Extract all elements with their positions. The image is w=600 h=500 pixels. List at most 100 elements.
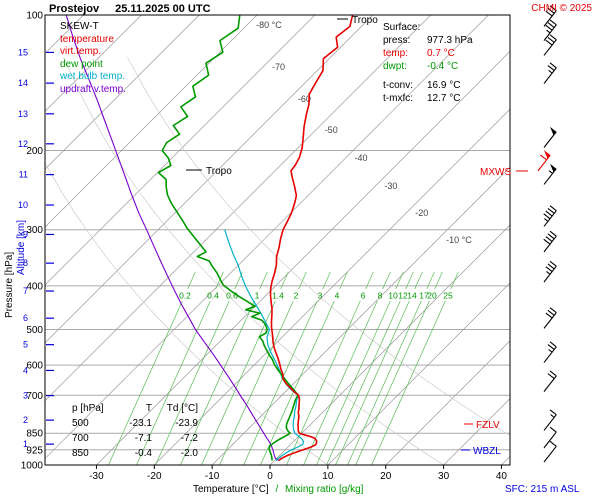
- y-axis-pressure-title: Pressure [hPa]: [4, 251, 15, 318]
- legend-item-temperature: temperature: [60, 33, 114, 45]
- isotherm-line: [45, 15, 374, 344]
- cell-dewpoint: -7.2: [180, 433, 198, 444]
- altitude-tick-label: 9: [23, 229, 28, 239]
- wind-barb-full: [545, 236, 553, 242]
- pressure-tick-label: 400: [26, 281, 43, 292]
- wind-barb-staff: [543, 10, 557, 27]
- mixing-ratio-line: [303, 300, 378, 465]
- pressure-tick-label: 500: [26, 325, 43, 336]
- mixing-ratio-line: [298, 271, 307, 290]
- wind-barb-flag: [550, 126, 557, 136]
- wind-barb: [543, 126, 557, 148]
- level-table: p [hPa] T Td [°C] 500 -23.1 -23.9 700 -7…: [72, 401, 198, 461]
- col-pressure-header: p [hPa]: [72, 403, 104, 414]
- wind-barb-full: [549, 230, 557, 237]
- mixing-ratio-line: [339, 271, 348, 290]
- table-row: 700 -7.1 -7.2: [72, 431, 198, 446]
- mixing-ratio-line: [286, 300, 361, 465]
- mixing-ratio-label: 0.6: [226, 291, 238, 301]
- dry-adiabat-line: [45, 161, 329, 465]
- wind-barb-staff: [543, 346, 557, 363]
- wind-barb: [543, 62, 557, 84]
- mixing-ratio-label: 17: [419, 291, 429, 301]
- altitude-tick-label: 11: [19, 170, 28, 180]
- mixing-ratio-label: 3: [318, 291, 323, 301]
- wind-barb-half: [548, 348, 553, 353]
- mixing-ratio-line: [347, 300, 422, 465]
- mixing-ratio-label: 12: [398, 291, 408, 301]
- wind-barb-full: [549, 426, 557, 433]
- x-axis-mixing-label: Mixing ratio [g/kg]: [285, 484, 364, 495]
- altitude-tick-label: 13: [18, 109, 28, 119]
- wind-barb: [543, 260, 557, 283]
- mixing-ratio-line: [260, 300, 335, 465]
- wind-barb-full: [549, 19, 557, 26]
- axis-tick-layer: 1002003004005006007008509251000151413121…: [18, 11, 507, 483]
- isotherm-label: -70: [272, 62, 285, 72]
- col-dewpoint-header: Td [°C]: [166, 403, 198, 414]
- altitude-tick-label: 15: [18, 47, 28, 57]
- wind-barb: [543, 440, 557, 463]
- wind-barb-staff: [543, 445, 557, 463]
- wind-barb-full: [547, 65, 555, 71]
- legend-item-wet-bulb: wet bulb temp.: [60, 71, 126, 82]
- wind-barb-full: [547, 37, 555, 43]
- wind-barb: [543, 205, 557, 227]
- wind-barb-full: [539, 154, 547, 161]
- altitude-tick-label: 14: [18, 78, 28, 88]
- wind-barb: [543, 307, 557, 329]
- tropopause-label-mid: Tropo: [206, 166, 232, 177]
- y-axis-altitude-title: Altitude [km]: [16, 219, 27, 275]
- wind-barb-full: [545, 210, 553, 217]
- cell-pressure: 700: [72, 433, 89, 444]
- wind-barb-staff: [543, 67, 557, 84]
- sounding-curves-layer: [65, 15, 354, 462]
- altitude-tick-label: 12: [18, 139, 28, 149]
- altitude-tick-label: 2: [23, 415, 28, 425]
- wind-barb-full: [547, 233, 555, 240]
- surface-tconv-label: t-conv:: [383, 80, 414, 91]
- mixing-ratio-line: [259, 271, 268, 290]
- mixing-ratio-line: [215, 271, 224, 290]
- surface-panel-title: Surface:: [383, 22, 421, 33]
- isotherm-line: [45, 15, 431, 402]
- isotherm-label: -20: [415, 208, 428, 218]
- mixing-ratio-line: [180, 300, 255, 465]
- wbzl-label: WBZL: [473, 446, 501, 457]
- x-axis-title: Temperature [°C] / Mixing ratio [g/kg]: [193, 484, 363, 495]
- isotherm-line: [45, 15, 258, 228]
- pressure-tick-label: 1000: [21, 461, 44, 472]
- wind-barb-full: [549, 409, 557, 416]
- isotherm-line: [211, 166, 510, 465]
- cell-temp: -0.4: [134, 448, 152, 459]
- wind-barb-staff: [543, 312, 557, 329]
- mixing-ratio-line: [355, 300, 430, 465]
- wind-barb-full: [547, 373, 555, 379]
- surface-tmxfc-value: 12.7 °C: [427, 93, 461, 104]
- pressure-tick-label: 100: [26, 11, 43, 22]
- wind-barb-half: [546, 271, 551, 275]
- wind-barb-full: [543, 213, 551, 220]
- wind-barb-full: [545, 266, 553, 273]
- altitude-tick-label: 8: [23, 258, 28, 268]
- mixing-ratio-label: 2: [294, 291, 299, 301]
- wind-barb-full: [549, 370, 557, 377]
- mixing-ratio-line: [136, 300, 211, 465]
- wind-barb-half: [544, 218, 549, 222]
- wind-barb-staff: [537, 154, 551, 172]
- wind-barb-full: [545, 24, 553, 31]
- surface-tconv-value: 16.9 °C: [427, 80, 461, 91]
- isotherm-line: [154, 108, 510, 465]
- isotherm-label: -30: [384, 181, 397, 191]
- temp-tick-label: 10: [322, 471, 334, 482]
- legend: SKEW-T temperature virt.temp. dew point …: [60, 21, 126, 96]
- surface-temp-value: 0.7 °C: [427, 48, 455, 59]
- wind-barb-half: [550, 414, 555, 418]
- dry-adiabat-line: [127, 56, 510, 436]
- mixing-ratio-label: 14: [407, 291, 417, 301]
- mixing-ratio-line: [371, 300, 446, 465]
- col-temp-header: T: [145, 403, 152, 414]
- surface-dwpt-value: -0.4 °C: [427, 61, 459, 72]
- mixing-ratio-line: [155, 300, 230, 465]
